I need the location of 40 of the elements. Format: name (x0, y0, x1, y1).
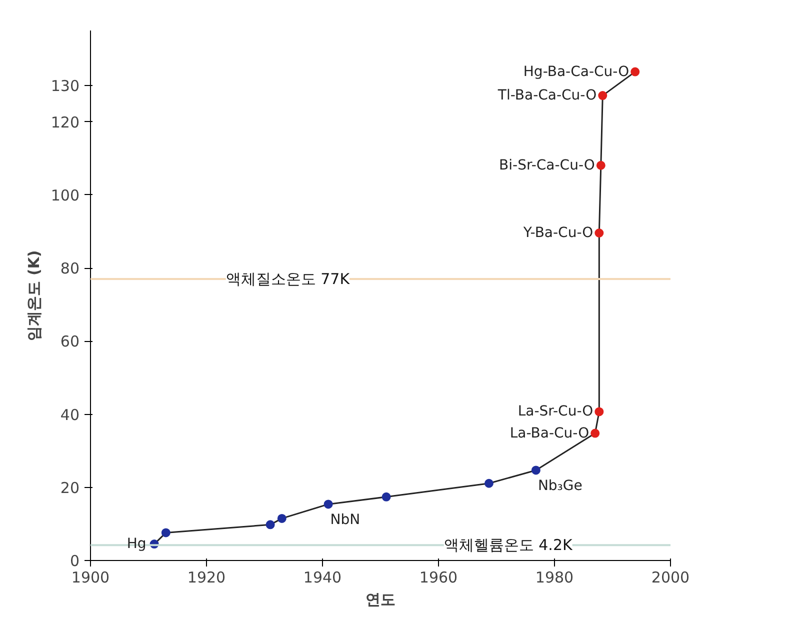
annotation: Y-Ba-Cu-O (522, 224, 594, 241)
annotation: Hg-Ba-Ca-Cu-O (523, 64, 630, 80)
x-tick-label: 2000 (651, 568, 690, 586)
annotation: Tl-Ba-Ca-Cu-O (496, 88, 597, 104)
annotation: NbN (330, 512, 360, 528)
point (594, 407, 604, 416)
point (382, 492, 391, 502)
x-tick-label: 1960 (419, 568, 458, 586)
x-tick-label: 1920 (187, 568, 226, 586)
ref-line-label: 액체질소온도 77K (226, 270, 351, 288)
point (277, 514, 286, 523)
y-tick-label: 60 (60, 332, 80, 351)
ref-line-label: 액체헬륨온도 4.2K (444, 536, 574, 554)
point (630, 67, 640, 76)
y-tick-label: 120 (50, 113, 80, 132)
point (266, 520, 275, 530)
point (161, 528, 170, 538)
point (324, 500, 333, 509)
point (484, 478, 494, 488)
annotation: La-Sr-Cu-O (518, 404, 594, 420)
y-tick-label: 0 (70, 552, 80, 570)
point (596, 160, 606, 170)
point (598, 91, 608, 100)
annotation: Nb₃Ge (538, 478, 582, 494)
annotation: Hg (126, 536, 146, 552)
annotation: La-Ba-Cu-O (510, 425, 590, 442)
y-tick-label: 130 (50, 76, 80, 95)
y-tick-label: 80 (60, 260, 80, 278)
point (531, 466, 540, 475)
y-axis-title: 임계온도 (K) (24, 250, 43, 341)
annotation: Bi-Sr-Ca-Cu-O (499, 157, 595, 174)
x-tick-label: 1980 (535, 568, 574, 586)
x-tick-label: 1940 (303, 568, 342, 586)
x-tick-label: 1900 (71, 568, 110, 586)
y-tick-label: 40 (60, 406, 80, 424)
y-tick-label: 20 (60, 478, 80, 497)
x-axis-title: 연도 (366, 590, 396, 608)
point (590, 428, 600, 438)
point (594, 228, 604, 238)
y-tick-label: 100 (50, 186, 80, 204)
